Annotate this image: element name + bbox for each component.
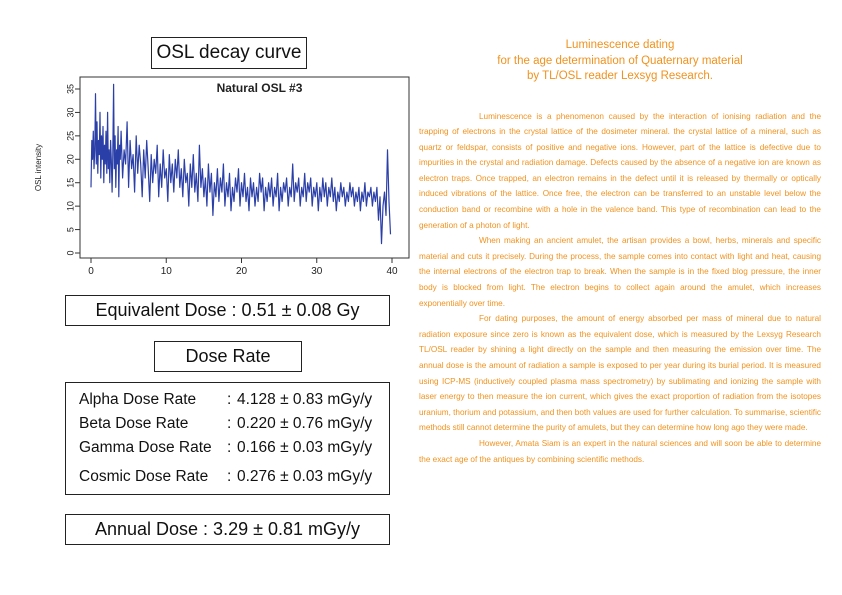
dose-rate-separator: : [227,439,232,456]
x-tick-label: 30 [311,266,323,277]
annual-dose-text: Annual Dose : 3.29 ± 0.81 mGy/y [94,519,361,539]
y-tick-label: 20 [65,154,75,164]
article-paragraph: For dating purposes, the amount of energ… [419,314,821,433]
dose-rate-value: 0.220 ± 0.76 mGy/y [237,415,373,432]
dose-rate-label: Cosmic Dose Rate [79,468,209,485]
heading-line: Luminescence dating [565,39,675,51]
heading-line: by TL/OSL reader Lexsyg Research. [526,70,713,82]
dose-rate-title: Dose Rate [185,346,271,366]
chart-panel-title: OSL decay curve [156,42,302,63]
equivalent-dose-box: Equivalent Dose : 0.51 ± 0.08 Gy [65,295,390,326]
dose-rate-row-beta: Beta Dose Rate : 0.220 ± 0.76 mGy/y [79,415,383,435]
y-tick-label: 25 [65,131,75,141]
article-heading: Luminescence dating for the age determin… [419,38,821,85]
x-tick-label: 10 [161,266,173,277]
dose-rate-separator: : [227,391,232,408]
dose-rate-value: 0.276 ± 0.03 mGy/y [237,468,373,485]
y-tick-label: 5 [65,227,75,232]
y-tick-label: 0 [65,250,75,255]
y-tick-label: 35 [65,84,75,94]
y-tick-label: 15 [65,178,75,188]
dose-rates-table: Alpha Dose Rate : 4.128 ± 0.83 mGy/y Bet… [65,382,390,495]
dose-rate-title-box: Dose Rate [154,341,302,372]
y-tick-label: 10 [65,201,75,211]
x-tick-label: 40 [386,266,398,277]
x-tick-label: 0 [88,266,94,277]
osl-decay-chart: 0 10 20 30 40 0 5 10 15 20 25 30 35 Natural OSL #3 OSL… [28,74,412,292]
dose-rate-separator: : [227,468,232,485]
dose-rate-row-alpha: Alpha Dose Rate : 4.128 ± 0.83 mGy/y [79,391,383,411]
chart-title-box: OSL decay curve [151,37,307,69]
x-tick-label: 20 [236,266,248,277]
dose-rate-value: 4.128 ± 0.83 mGy/y [237,391,373,408]
dose-rate-label: Alpha Dose Rate [79,391,197,408]
article-paragraph: When making an ancient amulet, the artis… [419,236,821,308]
equivalent-dose-text: Equivalent Dose : 0.51 ± 0.08 Gy [95,300,360,320]
dose-rate-row-cosmic: Cosmic Dose Rate : 0.276 ± 0.03 mGy/y [79,468,383,488]
heading-line: for the age determination of Quaternary … [497,54,743,67]
article-paragraph: However, Amata Siam is an expert in the … [419,438,821,464]
y-axis-label: OSL intensity [34,144,43,191]
article-body: Luminescence is a phenomenon caused by t… [419,109,821,468]
y-tick-label: 30 [65,107,75,117]
annual-dose-box: Annual Dose : 3.29 ± 0.81 mGy/y [65,514,390,545]
dose-rate-row-gamma: Gamma Dose Rate : 0.166 ± 0.03 mGy/y [79,439,383,459]
dose-rate-separator: : [227,415,232,432]
osl-chart-svg: 0 10 20 30 40 0 5 10 15 20 25 30 35 Natural OSL #3 OSL… [34,76,410,277]
article: Luminescence dating for the age determin… [419,38,821,467]
chart-title: Natural OSL #3 [217,81,303,95]
osl-series-line [90,83,392,245]
dose-rate-value: 0.166 ± 0.03 mGy/y [237,439,373,456]
dose-rate-label: Gamma Dose Rate [79,439,212,456]
article-paragraph: Luminescence is a phenomenon caused by t… [419,111,821,230]
dose-rate-label: Beta Dose Rate [79,415,189,432]
